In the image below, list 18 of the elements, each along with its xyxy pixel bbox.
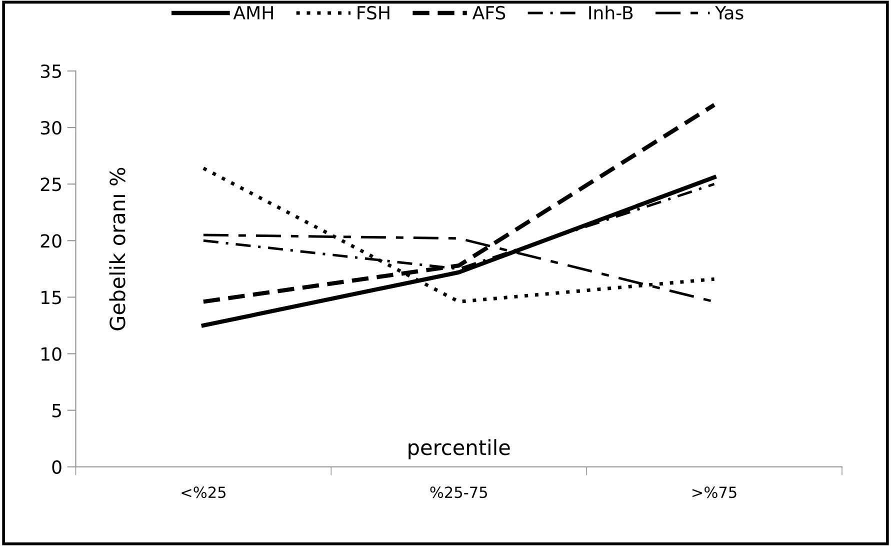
y-tick-label: 5: [52, 404, 61, 418]
y-tick-label: 25: [40, 178, 61, 192]
legend-label: AFS: [472, 6, 506, 20]
legend-label: Inh-B: [589, 6, 633, 20]
y-axis-title: Gebelik oranı %: [109, 168, 126, 330]
y-tick-label: 15: [42, 290, 61, 304]
legend-label: AMH: [233, 6, 273, 20]
y-tick-label: 0: [52, 460, 62, 474]
x-tick-label: >%75: [692, 486, 736, 498]
y-tick-label: 35: [40, 64, 61, 78]
legend-label: Yas: [715, 6, 744, 20]
y-tick-label: 30: [40, 120, 62, 135]
y-tick-label: 10: [42, 347, 62, 361]
x-tick-label: <%25: [182, 486, 226, 498]
legend-label: FSH: [358, 6, 390, 20]
x-axis-title: percentile: [408, 439, 510, 460]
x-tick-label: %25-75: [430, 486, 487, 498]
y-tick-label: 20: [40, 234, 62, 248]
